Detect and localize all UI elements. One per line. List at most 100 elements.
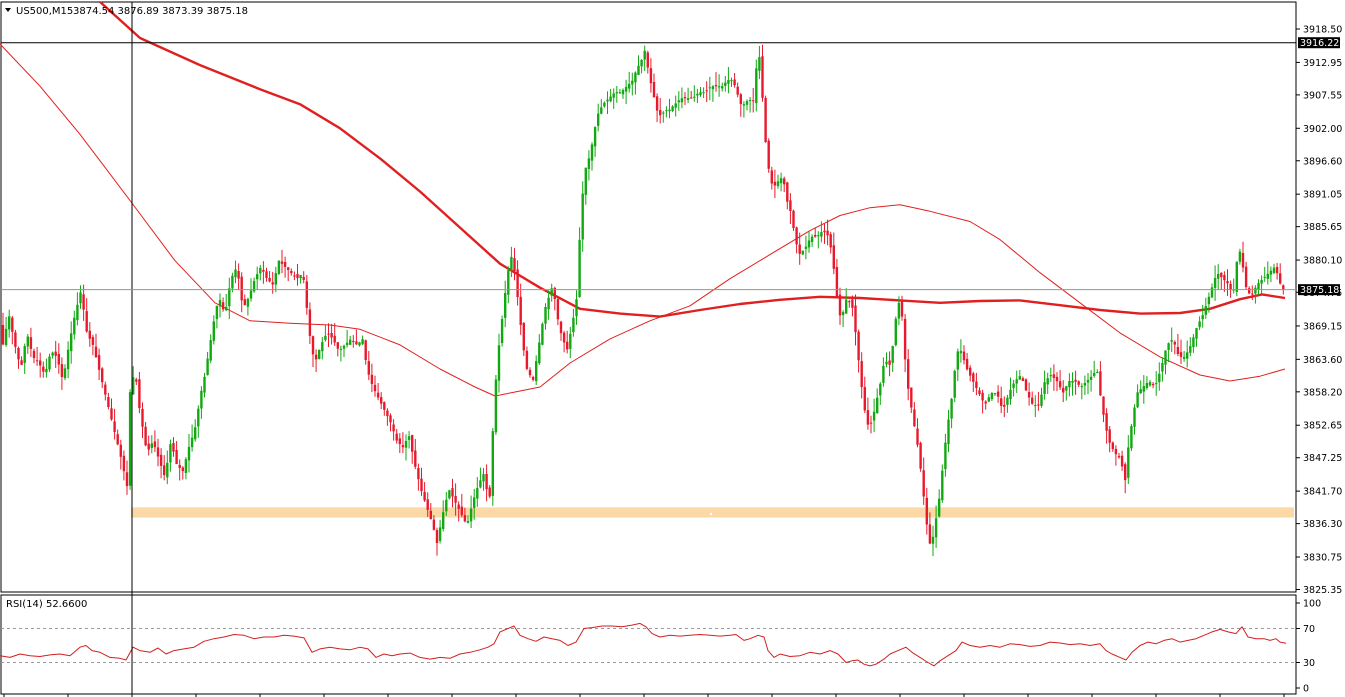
- candle-body: [200, 390, 203, 409]
- candle-body: [1260, 280, 1263, 284]
- candle-body: [110, 408, 113, 420]
- candle-body: [708, 87, 711, 89]
- candle-body: [1027, 392, 1031, 398]
- candle-body: [1040, 394, 1043, 406]
- candle-body: [835, 267, 839, 297]
- candle-body: [879, 383, 882, 396]
- candle-body: [500, 319, 504, 343]
- candle-body: [640, 60, 643, 67]
- rsi-indicator: [0, 622, 1287, 667]
- price-axis[interactable]: 3918.50 3912.95 3907.55 3902.00 3896.60 3891.…: [1296, 25, 1342, 597]
- candle-body: [60, 364, 64, 377]
- candle-body: [432, 519, 436, 530]
- support-zone: [131, 507, 1294, 518]
- candle-body: [1043, 382, 1046, 394]
- candle-body: [451, 488, 454, 497]
- dropdown-triangle-icon[interactable]: [5, 8, 11, 12]
- candle-body: [1204, 306, 1207, 315]
- candle-body: [401, 445, 405, 448]
- candle-body: [259, 267, 262, 274]
- candle-body: [1272, 267, 1276, 273]
- candle-body: [1238, 251, 1242, 262]
- candle-body: [618, 92, 622, 94]
- candle-body: [975, 381, 978, 388]
- candle-body: [996, 391, 1000, 397]
- candle-body: [907, 359, 910, 389]
- candle-body: [107, 397, 110, 408]
- candle-body: [535, 361, 538, 382]
- candle-body: [429, 510, 432, 520]
- candle-body: [1058, 381, 1062, 388]
- candle-body: [407, 436, 411, 440]
- zone-marker: [709, 512, 713, 516]
- candle-body: [166, 462, 169, 478]
- candle-body: [76, 304, 79, 321]
- candle-body: [420, 478, 423, 492]
- candle-body: [218, 300, 222, 307]
- candle-body: [206, 358, 209, 376]
- candle-body: [283, 262, 287, 267]
- candle-body: [305, 281, 308, 308]
- candle-body: [370, 374, 374, 384]
- candle-body: [1170, 340, 1173, 342]
- candle-body: [522, 322, 525, 351]
- price-tick-label: 3902.00: [1303, 124, 1342, 135]
- candle-body: [364, 340, 367, 360]
- candle-body: [1182, 356, 1186, 359]
- candle-body: [795, 227, 798, 245]
- candle-body: [829, 234, 832, 248]
- candle-body: [45, 369, 48, 373]
- candle-body: [1226, 281, 1229, 284]
- candle-body: [1158, 373, 1161, 383]
- candle-body: [473, 497, 476, 508]
- candle-body: [88, 330, 91, 339]
- price-tick-label: 3847.25: [1303, 453, 1342, 464]
- candle-body: [894, 318, 897, 346]
- crosshair-price-text: 3916.22: [1300, 38, 1339, 49]
- symbol-label: US500,M15: [16, 6, 73, 17]
- candle-body: [469, 508, 473, 522]
- candle-body: [504, 293, 507, 318]
- rsi-tick-label: 0: [1303, 684, 1309, 695]
- candle-body: [287, 267, 290, 270]
- candle-body: [810, 236, 814, 242]
- candle-body: [280, 261, 284, 264]
- candle-body: [1024, 379, 1028, 391]
- candle-body: [758, 57, 761, 71]
- candle-body: [1071, 381, 1074, 383]
- candle-body: [792, 210, 795, 229]
- candle-body: [671, 106, 674, 111]
- candle-body: [203, 376, 206, 393]
- candle-body: [987, 397, 990, 402]
- rsi-line: [0, 622, 1287, 667]
- candle-body: [1065, 386, 1068, 391]
- candle-body: [1052, 374, 1056, 378]
- candle-body: [569, 333, 572, 349]
- candle-body: [990, 393, 994, 400]
- candle-body: [1257, 283, 1260, 290]
- candle-body: [699, 92, 702, 96]
- candle-body: [817, 235, 820, 237]
- candle-body: [1186, 352, 1189, 359]
- candle-body: [798, 244, 801, 254]
- candle-body: [1266, 273, 1269, 279]
- candle-body: [128, 392, 132, 486]
- candle-body: [172, 443, 175, 452]
- candle-body: [225, 307, 228, 311]
- crosshair-price-label: 3916.22: [1298, 37, 1340, 49]
- candle-body: [1139, 389, 1142, 394]
- price-tick-label: 3885.65: [1303, 222, 1342, 233]
- candle-body: [1077, 381, 1080, 385]
- candle-body: [271, 282, 274, 285]
- candle-body: [931, 536, 935, 544]
- price-tick-label: 3869.15: [1303, 321, 1342, 332]
- rsi-panel-frame: [0, 594, 1297, 695]
- candle-body: [150, 443, 153, 448]
- candle-body: [311, 336, 315, 355]
- candle-body: [181, 467, 184, 472]
- candle-body: [962, 351, 966, 361]
- candle-body: [1111, 442, 1114, 449]
- candle-body: [1009, 389, 1012, 400]
- candle-body: [277, 260, 281, 274]
